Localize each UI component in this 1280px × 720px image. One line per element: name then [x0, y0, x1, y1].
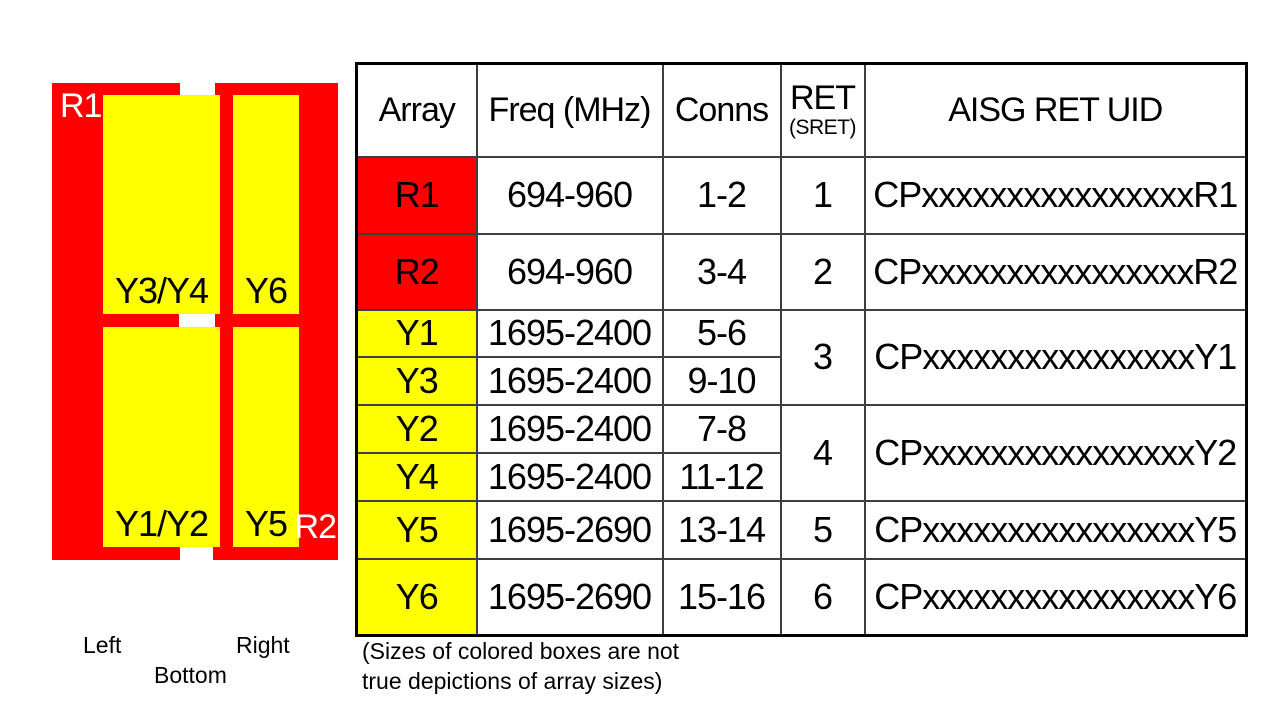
- array-box-label: Y1/Y2: [114, 503, 209, 544]
- freq-cell: 1695-2400: [475, 308, 664, 358]
- ret-cell-merged: 4: [779, 403, 866, 502]
- array-cell-y2: Y2: [355, 403, 478, 454]
- header-array: Array: [355, 62, 478, 158]
- panel-label-r1: R1: [60, 87, 102, 125]
- header-uid: AISG RET UID: [863, 62, 1248, 158]
- table-row-y1: Y1 1695-2400 5-6 3 CPxxxxxxxxxxxxxxxxY1: [355, 308, 1248, 406]
- caption-right: Right: [236, 632, 290, 658]
- ret-cell: 5: [779, 499, 866, 560]
- header-ret: RET (SRET): [779, 62, 866, 158]
- freq-cell: 1695-2400: [475, 451, 664, 502]
- conns-cell: 9-10: [661, 355, 782, 406]
- conns-cell: 7-8: [661, 403, 782, 454]
- table-row-y3: Y3 1695-2400 9-10: [355, 355, 1247, 406]
- conns-cell: 1-2: [661, 155, 782, 235]
- array-box-y6: Y6: [233, 95, 299, 314]
- footnote: (Sizes of colored boxes are not true dep…: [362, 636, 679, 696]
- antenna-panel-diagram: Y3/Y4 Y6 Y1/Y2 Y5 R1 R2: [52, 83, 338, 560]
- ret-cell: 2: [779, 232, 866, 311]
- caption-left: Left: [83, 632, 122, 658]
- footnote-line-2: true depictions of array sizes): [362, 668, 663, 694]
- conns-cell: 15-16: [661, 557, 782, 637]
- ret-cell-merged: 3: [779, 308, 866, 406]
- table-row-y5: Y5 1695-2690 13-14 5 CPxxxxxxxxxxxxxxxxY…: [355, 499, 1248, 560]
- array-box-y5: Y5: [233, 327, 299, 547]
- freq-cell: 1695-2690: [475, 499, 664, 560]
- header-ret-main: RET: [790, 79, 856, 118]
- array-cell-y3: Y3: [355, 355, 478, 406]
- freq-cell: 1695-2400: [475, 355, 664, 406]
- array-cell-y6: Y6: [355, 557, 478, 637]
- header-freq: Freq (MHz): [475, 62, 664, 158]
- table-row-y4: Y4 1695-2400 11-12: [355, 451, 1247, 502]
- table-row-y2: Y2 1695-2400 7-8 4 CPxxxxxxxxxxxxxxxxY2: [355, 403, 1248, 502]
- white-gap-top: [180, 83, 215, 96]
- array-box-label: Y5: [244, 503, 288, 544]
- conns-cell: 5-6: [661, 308, 782, 358]
- array-box-y3y4: Y3/Y4: [103, 95, 220, 314]
- array-box-y1y2: Y1/Y2: [103, 327, 220, 547]
- panel-label-r2: R2: [294, 508, 337, 546]
- array-cell-y5: Y5: [355, 499, 478, 560]
- freq-cell: 1695-2400: [475, 403, 664, 454]
- freq-cell: 694-960: [475, 232, 664, 311]
- footnote-line-1: (Sizes of colored boxes are not: [362, 638, 680, 664]
- conns-cell: 13-14: [661, 499, 782, 560]
- table-row-r1: R1 694-960 1-2 1 CPxxxxxxxxxxxxxxxxR1: [355, 155, 1248, 235]
- table-row-r2: R2 694-960 3-4 2 CPxxxxxxxxxxxxxxxxR2: [355, 232, 1248, 311]
- array-cell-y4: Y4: [355, 451, 478, 502]
- freq-cell: 694-960: [475, 155, 664, 235]
- header-ret-sub: (SRET): [789, 116, 857, 140]
- uid-cell-merged: CPxxxxxxxxxxxxxxxxY1: [863, 308, 1248, 406]
- uid-cell: CPxxxxxxxxxxxxxxxxY5: [863, 499, 1248, 560]
- spec-table: Array Freq (MHz) Conns RET (SRET) AISG R…: [355, 62, 1248, 637]
- table-header-row: Array Freq (MHz) Conns RET (SRET) AISG R…: [355, 62, 1248, 158]
- uid-cell: CPxxxxxxxxxxxxxxxxY6: [863, 557, 1248, 637]
- white-gap-middle: [179, 312, 215, 327]
- array-cell-r2: R2: [355, 232, 478, 311]
- caption-bottom: Bottom: [154, 662, 227, 688]
- table-row-y6: Y6 1695-2690 15-16 6 CPxxxxxxxxxxxxxxxxY…: [355, 557, 1248, 637]
- array-box-label: Y6: [244, 270, 288, 311]
- array-cell-y1: Y1: [355, 308, 478, 358]
- white-gap-bottom: [180, 547, 213, 560]
- uid-cell-merged: CPxxxxxxxxxxxxxxxxY2: [863, 403, 1248, 502]
- array-cell-r1: R1: [355, 155, 478, 235]
- conns-cell: 3-4: [661, 232, 782, 311]
- conns-cell: 11-12: [661, 451, 782, 502]
- ret-cell: 6: [779, 557, 866, 637]
- uid-cell: CPxxxxxxxxxxxxxxxxR1: [863, 155, 1248, 235]
- array-box-label: Y3/Y4: [114, 270, 209, 311]
- header-conns: Conns: [661, 62, 782, 158]
- freq-cell: 1695-2690: [475, 557, 664, 637]
- ret-cell: 1: [779, 155, 866, 235]
- uid-cell: CPxxxxxxxxxxxxxxxxR2: [863, 232, 1248, 311]
